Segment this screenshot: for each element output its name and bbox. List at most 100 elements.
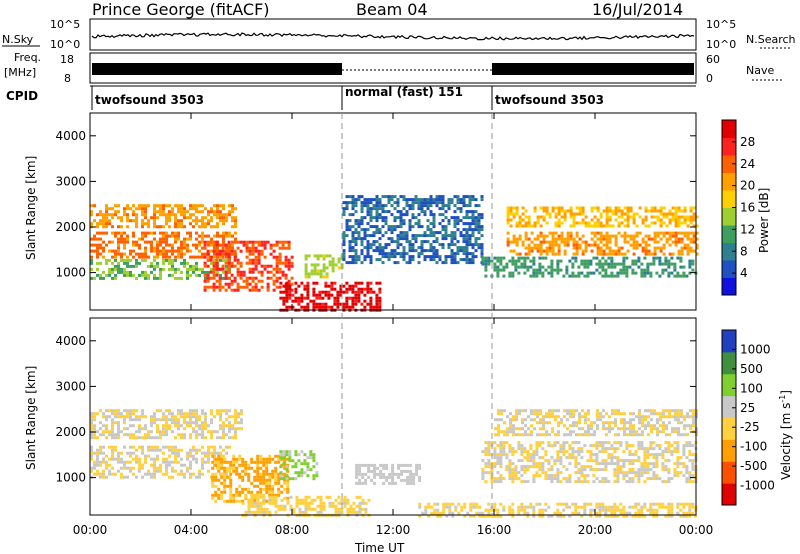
power-cell	[444, 204, 448, 208]
velocity-cell	[667, 477, 671, 481]
velocity-cell	[220, 475, 224, 479]
power-cell	[272, 279, 276, 283]
power-cell	[411, 246, 415, 250]
velocity-cell	[490, 468, 494, 472]
power-cell	[601, 262, 605, 266]
power-cell	[195, 210, 198, 214]
power-cell	[324, 293, 328, 297]
velocity-cell	[364, 507, 368, 511]
velocity-cell	[508, 471, 512, 475]
power-cell	[159, 273, 162, 277]
power-cell	[393, 216, 397, 220]
velocity-cell	[598, 441, 602, 445]
power-cell	[417, 213, 421, 217]
velocity-cell	[99, 475, 102, 479]
power-cell	[219, 219, 222, 223]
power-cell	[138, 243, 141, 247]
power-cell	[390, 228, 394, 232]
power-cell	[468, 216, 472, 220]
velocity-cell	[132, 409, 135, 413]
power-cell	[605, 206, 609, 210]
power-cell	[102, 240, 105, 244]
velocity-cell	[676, 462, 680, 466]
velocity-cell	[247, 498, 251, 502]
velocity-cell	[652, 514, 656, 518]
velocity-cell	[358, 481, 362, 485]
velocity-cell	[641, 433, 644, 437]
power-cell	[641, 240, 645, 244]
power-cell	[111, 225, 114, 229]
power-cell	[626, 215, 630, 219]
power-cell	[435, 255, 439, 259]
power-cell	[369, 210, 373, 214]
velocity-cell	[99, 445, 102, 449]
velocity-cell	[616, 441, 620, 445]
power-cell	[408, 243, 412, 247]
power-cell	[322, 266, 326, 270]
velocity-cell	[397, 475, 401, 479]
power-cell	[304, 254, 308, 258]
velocity-cell	[195, 451, 198, 455]
velocity-cell	[503, 421, 506, 425]
power-cell	[105, 231, 108, 235]
power-cell	[641, 249, 645, 253]
power-cell	[444, 261, 448, 265]
power-cell	[275, 270, 279, 274]
velocity-cell	[634, 450, 638, 454]
power-cell	[399, 255, 403, 259]
velocity-cell	[220, 466, 224, 470]
velocity-cell	[256, 460, 260, 464]
power-cell	[209, 276, 213, 280]
power-cell	[393, 240, 397, 244]
power-cell	[366, 302, 370, 306]
velocity-cell	[192, 472, 195, 476]
power-cell	[168, 255, 171, 259]
velocity-cell	[601, 477, 605, 481]
power-cell	[284, 273, 288, 277]
power-cell	[695, 237, 699, 241]
power-cell	[674, 240, 678, 244]
power-cell	[233, 276, 237, 280]
power-cell	[689, 249, 693, 253]
velocity-cell	[108, 409, 111, 413]
velocity-cell	[557, 430, 560, 434]
velocity-cell	[619, 471, 623, 475]
velocity-cell	[625, 480, 629, 484]
power-cell	[141, 255, 144, 259]
power-cell	[674, 243, 678, 247]
power-cell	[366, 249, 370, 253]
power-cell	[147, 204, 150, 208]
power-cell	[602, 243, 606, 247]
velocity-cell	[412, 481, 416, 485]
power-cell	[653, 209, 657, 213]
velocity-cell	[301, 510, 305, 514]
power-cell	[689, 209, 693, 213]
power-cell	[245, 255, 249, 259]
power-cell	[360, 252, 364, 256]
power-cell	[257, 240, 261, 244]
velocity-cell	[105, 427, 108, 431]
power-cell	[490, 259, 494, 263]
power-cell	[281, 243, 285, 247]
power-cell	[560, 234, 564, 238]
velocity-cell	[667, 450, 671, 454]
velocity-cell	[168, 418, 171, 422]
velocity-cell	[132, 445, 135, 449]
velocity-cell	[664, 480, 668, 484]
power-cell	[631, 268, 635, 272]
power-cell	[195, 237, 198, 241]
power-cell	[593, 215, 597, 219]
velocity-cell	[547, 459, 551, 463]
power-cell	[321, 296, 325, 300]
power-cell	[183, 213, 186, 217]
power-cell	[512, 249, 516, 253]
power-cell	[557, 249, 561, 253]
power-cell	[511, 274, 515, 278]
power-cell	[557, 221, 561, 225]
power-cell	[554, 221, 558, 225]
velocity-cell	[571, 441, 575, 445]
velocity-cell	[614, 421, 617, 425]
velocity-cell	[526, 459, 530, 463]
power-cell	[671, 206, 675, 210]
power-cell	[524, 234, 528, 238]
